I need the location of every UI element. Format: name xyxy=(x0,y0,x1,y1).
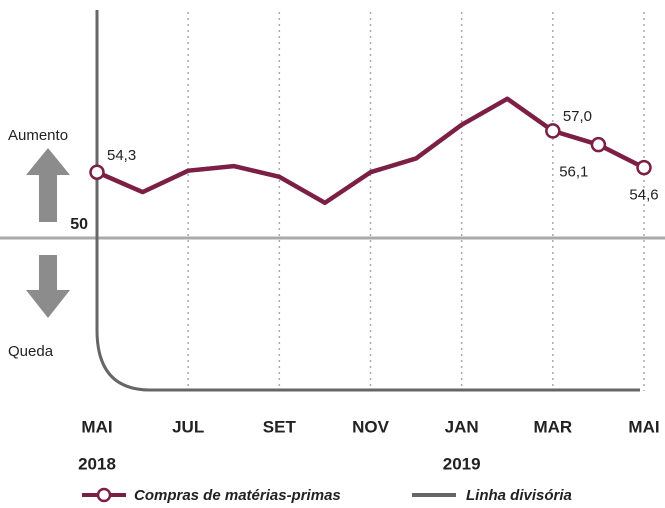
decrease-label: Queda xyxy=(8,343,54,360)
point-marker xyxy=(636,159,652,176)
x-tick-label: MAR xyxy=(533,417,572,436)
increase-label: Aumento xyxy=(8,127,68,144)
x-tick-label: JAN xyxy=(445,417,479,436)
down-arrow xyxy=(26,255,70,318)
value-label: 54,6 xyxy=(629,187,658,204)
x-tick-label: MAI xyxy=(81,417,112,436)
legend-marker xyxy=(96,487,112,503)
point-marker xyxy=(545,123,561,139)
legend: Compras de matérias-primas Linha divisór… xyxy=(82,487,572,504)
up-arrow xyxy=(26,148,70,222)
x-tick-label: SET xyxy=(263,417,297,436)
x-year-label: 2018 xyxy=(78,454,116,473)
value-label: 56,1 xyxy=(559,164,588,181)
y-tick-label: 50 xyxy=(70,216,88,233)
x-tick-label: NOV xyxy=(352,417,390,436)
point-marker xyxy=(590,136,607,153)
x-tick-label: MAI xyxy=(628,417,659,436)
value-label: 54,3 xyxy=(107,147,136,164)
point-marker xyxy=(89,164,105,180)
x-year-label: 2019 xyxy=(443,454,481,473)
value-label: 57,0 xyxy=(563,108,592,125)
legend-divider-label: Linha divisória xyxy=(466,487,572,504)
legend-label: Compras de matérias-primas xyxy=(134,487,341,504)
x-tick-label: JUL xyxy=(172,417,204,436)
divider-line xyxy=(95,10,640,392)
